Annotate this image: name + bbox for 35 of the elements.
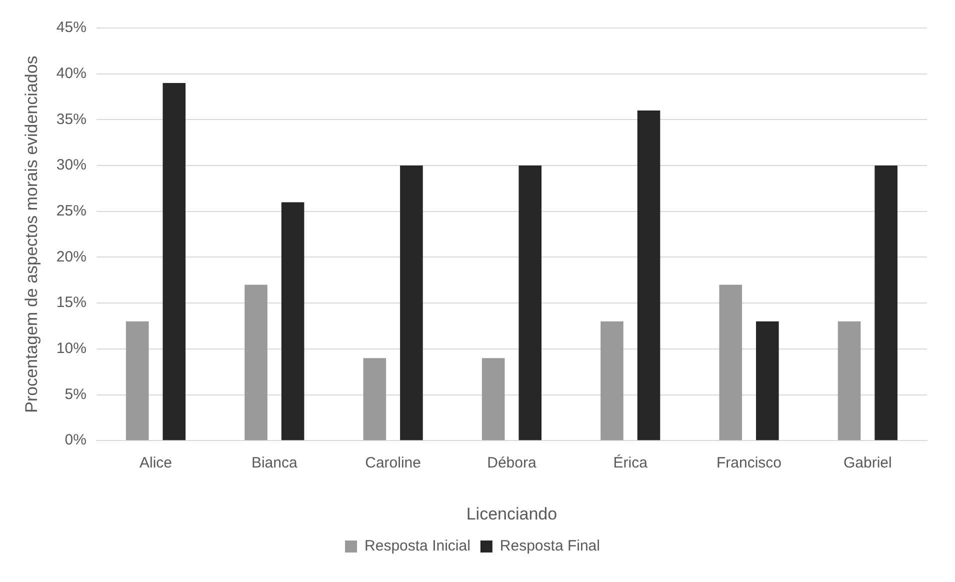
bar	[719, 284, 742, 440]
y-tick-label: 15%	[56, 294, 86, 312]
y-tick-label: 0%	[64, 432, 86, 449]
x-tick-label: Alice	[139, 454, 172, 472]
bar	[482, 358, 505, 440]
bar	[244, 284, 268, 440]
x-tick-label: Débora	[487, 454, 537, 472]
bar	[400, 166, 423, 440]
x-tick-label: Gabriel	[843, 454, 892, 472]
y-tick-label: 40%	[56, 64, 86, 82]
bar	[600, 321, 624, 440]
y-tick-label: 25%	[56, 202, 86, 220]
x-tick-label: Caroline	[365, 454, 421, 472]
x-tick-label: Francisco	[716, 454, 782, 472]
y-tick-label: 20%	[56, 248, 86, 266]
y-axis-title: Procentagem de aspectos morais evidenciados	[22, 56, 41, 413]
x-tick-label: Bianca	[251, 454, 298, 472]
y-tick-label: 30%	[56, 156, 86, 174]
bar	[518, 166, 542, 440]
x-tick-label: Érica	[613, 454, 648, 472]
y-tick-label: 45%	[56, 19, 86, 36]
y-tick-label: 35%	[56, 110, 86, 128]
bar	[126, 321, 149, 440]
legend-label: Resposta Final	[500, 538, 600, 555]
bar	[838, 321, 861, 440]
bar	[162, 83, 186, 440]
y-tick-label: 5%	[64, 386, 86, 403]
bar	[363, 358, 386, 440]
y-tick-label: 10%	[56, 340, 86, 358]
legend-label: Resposta Inicial	[364, 538, 470, 555]
bar	[281, 202, 304, 440]
bar	[756, 321, 779, 440]
bar	[874, 166, 898, 440]
x-axis-title: Licenciando	[466, 504, 558, 524]
bar	[637, 110, 660, 440]
